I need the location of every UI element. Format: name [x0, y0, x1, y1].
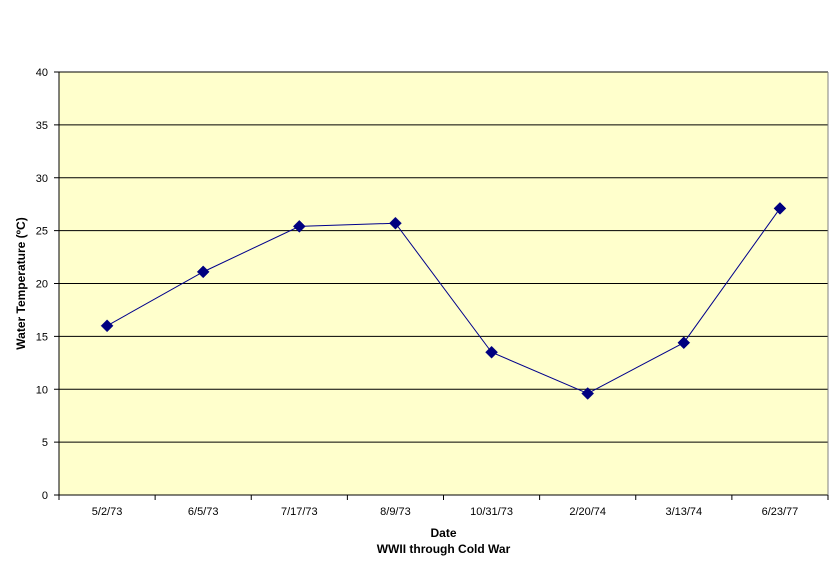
y-tick-label: 30 — [36, 173, 48, 185]
data-point — [292, 220, 306, 233]
data-point — [100, 319, 114, 333]
series-line-layer — [106, 208, 781, 395]
y-tick-label: 40 — [36, 67, 48, 79]
data-point — [389, 216, 402, 230]
y-tick-label: 20 — [36, 279, 48, 291]
y-tick-label: 15 — [36, 331, 48, 343]
data-point — [485, 345, 498, 359]
x-tick-label: 2/20/74 — [569, 506, 606, 518]
x-tick-label: 10/31/73 — [470, 506, 513, 518]
axes — [54, 71, 829, 500]
gridlines — [59, 71, 828, 443]
x-tick-label: 6/5/73 — [188, 506, 219, 518]
data-point — [773, 202, 787, 215]
y-tick-label: 35 — [36, 120, 48, 132]
series-line — [106, 208, 781, 395]
x-tick-label: 8/9/73 — [380, 506, 411, 518]
x-tick-label: 6/23/77 — [762, 506, 799, 518]
data-points — [100, 202, 787, 400]
y-axis-title: Water Temperature (ºC) — [14, 217, 28, 349]
y-tick-label: 5 — [42, 437, 48, 449]
data-point — [196, 265, 210, 279]
data-point — [581, 387, 595, 400]
y-tick-label: 10 — [36, 384, 48, 396]
x-tick-label: 7/17/73 — [281, 506, 318, 518]
y-tick-labels: 0 5 10 15 20 25 30 35 40 — [36, 67, 48, 502]
x-axis-subtitle: WWII through Cold War — [377, 542, 511, 556]
x-tick-labels: 5/2/73 6/5/73 7/17/73 8/9/73 10/31/73 2/20/74… — [92, 506, 799, 518]
x-axis-title: Date — [430, 526, 456, 540]
x-tick-label: 5/2/73 — [92, 506, 123, 518]
x-tick-label: 3/13/74 — [665, 506, 702, 518]
data-point — [677, 336, 691, 350]
y-tick-label: 25 — [36, 226, 48, 238]
y-tick-label: 0 — [42, 490, 48, 502]
